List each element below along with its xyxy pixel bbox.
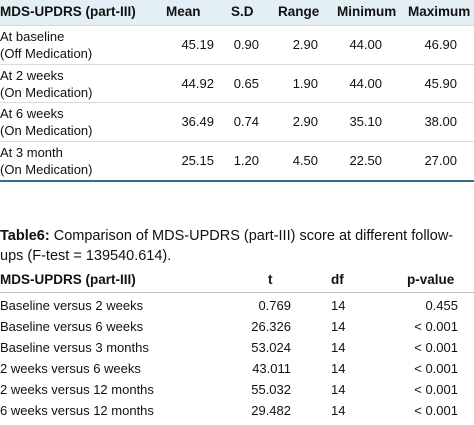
comparison-label: 6 weeks versus 12 months [0,403,154,418]
p-value-cell: < 0.001 [414,382,458,397]
minimum-cell: 35.10 [349,114,382,129]
table-row: Baseline versus 3 months 53.024 14 < 0.0… [0,338,474,359]
p-value-cell: 0.455 [425,298,458,313]
t-cell: 55.032 [251,382,291,397]
table1-header-measure: MDS-UPDRS (part-III) [0,4,136,19]
t-cell: 53.024 [251,340,291,355]
maximum-cell: 45.90 [424,76,457,91]
table-row: At baseline (Off Medication) 45.19 0.90 2… [0,26,474,66]
df-cell: 14 [331,361,346,376]
table-row: 6 weeks versus 12 months 29.482 14 < 0.0… [0,401,474,422]
table2-header-t: t [268,272,273,287]
row-divider [0,64,474,65]
mean-cell: 25.15 [181,153,214,168]
table1-header-range: Range [278,4,320,19]
t-cell: 43.011 [252,361,291,376]
caption-text-line1: Comparison of MDS-UPDRS (part-III) score… [49,228,454,244]
comparison-label: 2 weeks versus 6 weeks [0,361,141,376]
table1-header-minimum: Minimum [337,4,397,19]
caption-text-line2: ups (F-test = 139540.614). [0,248,172,264]
row-divider [0,141,474,142]
table-row: Baseline versus 6 weeks 26.326 14 < 0.00… [0,317,474,338]
range-cell: 4.50 [292,153,318,168]
minimum-cell: 44.00 [349,37,382,52]
maximum-cell: 38.00 [424,114,457,129]
table1-header-row: MDS-UPDRS (part-III) Mean S.D Range Mini… [0,0,474,26]
table2-header-p-value: p-value [407,272,455,287]
row-label: At 3 month (On Medication) [0,145,93,177]
p-value-cell: < 0.001 [414,361,458,376]
comparison-label: Baseline versus 2 weeks [0,298,144,313]
p-value-cell: < 0.001 [414,403,458,418]
df-cell: 14 [331,382,346,397]
table-row: At 6 weeks (On Medication) 36.49 0.74 2.9… [0,103,474,143]
table2-header-measure: MDS-UPDRS (part-III) [0,272,136,287]
table-row: At 2 weeks (On Medication) 44.92 0.65 1.9… [0,65,474,105]
range-cell: 1.90 [292,76,318,91]
mean-cell: 36.49 [181,114,214,129]
p-value-cell: < 0.001 [414,340,458,355]
table-row: 2 weeks versus 12 months 55.032 14 < 0.0… [0,380,474,401]
comparison-label: Baseline versus 6 weeks [0,319,144,334]
table2-header-row: MDS-UPDRS (part-III) t df p-value [0,270,474,293]
table-row: At 3 month (On Medication) 25.15 1.20 4.5… [0,142,474,182]
df-cell: 14 [331,340,346,355]
t-cell: 0.769 [258,298,291,313]
caption-label: Table6: [0,228,50,244]
table-row: Baseline versus 2 weeks 0.769 14 0.455 [0,296,474,317]
sd-cell: 0.65 [233,76,259,91]
sd-cell: 1.20 [233,153,259,168]
comparison-label: Baseline versus 3 months [0,340,149,355]
mean-cell: 45.19 [181,37,214,52]
p-value-cell: < 0.001 [414,319,458,334]
row-label: At baseline (Off Medication) [0,29,93,61]
table1-bottom-rule [0,180,474,182]
row-label: At 2 weeks (On Medication) [0,68,93,100]
row-label: At 6 weeks (On Medication) [0,106,93,138]
maximum-cell: 27.00 [424,153,457,168]
table-caption: Table6: Comparison of MDS-UPDRS (part-II… [0,226,474,266]
row-divider [0,102,474,103]
table1-header-mean: Mean [166,4,201,19]
df-cell: 14 [331,319,346,334]
maximum-cell: 46.90 [424,37,457,52]
t-cell: 29.482 [251,403,291,418]
df-cell: 14 [331,298,346,313]
table-row: 2 weeks versus 6 weeks 43.011 14 < 0.001 [0,359,474,380]
table1-header-maximum: Maximum [408,4,471,19]
minimum-cell: 22.50 [349,153,382,168]
minimum-cell: 44.00 [349,76,382,91]
t-cell: 26.326 [251,319,291,334]
table2-header-df: df [331,272,344,287]
mean-cell: 44.92 [181,76,214,91]
df-cell: 14 [331,403,346,418]
sd-cell: 0.90 [233,37,259,52]
comparison-label: 2 weeks versus 12 months [0,382,154,397]
sd-cell: 0.74 [233,114,259,129]
table1-header-sd: S.D [231,4,254,19]
range-cell: 2.90 [292,114,318,129]
range-cell: 2.90 [292,37,318,52]
